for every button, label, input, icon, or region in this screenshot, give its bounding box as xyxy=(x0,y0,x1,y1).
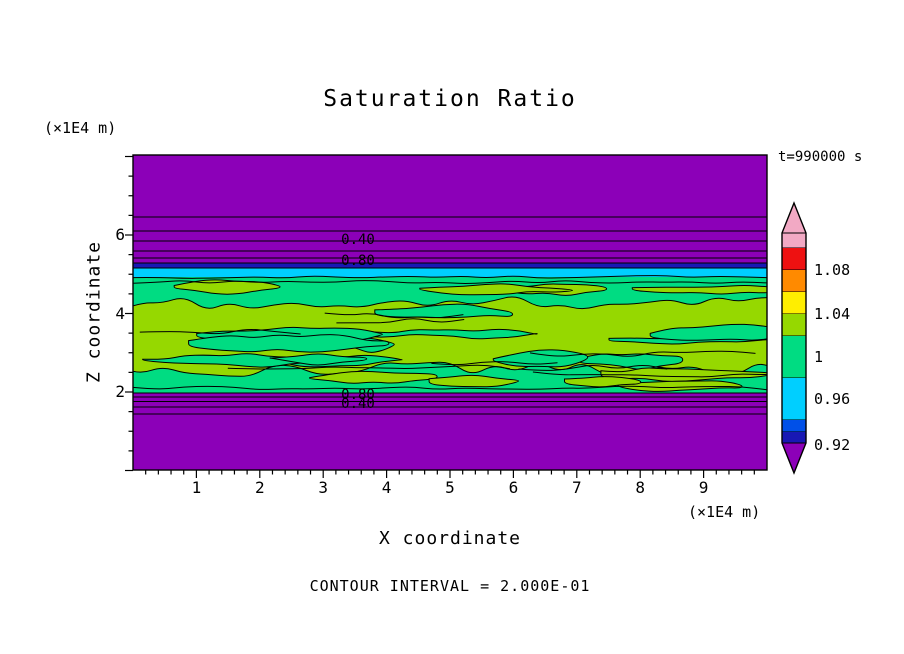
x-tick-label: 5 xyxy=(445,478,455,497)
x-tick-label: 7 xyxy=(571,478,582,497)
y-axis-units-label: (×1E4 m) xyxy=(44,119,117,137)
y-tick-label: 6 xyxy=(115,225,125,244)
colorbar-tick-label: 1.08 xyxy=(814,261,851,279)
chart-title: Saturation Ratio xyxy=(323,86,577,112)
colorbar-tick-label: 0.96 xyxy=(814,390,851,408)
contour-label-upper-080: 0.80 xyxy=(341,253,375,269)
colorbar-tick-label: 0.92 xyxy=(814,436,851,454)
time-annotation: t=990000 s xyxy=(778,149,863,165)
x-tick-label: 6 xyxy=(508,478,519,497)
y-tick-label: 4 xyxy=(115,303,125,323)
contour-label-lower-040: 0.40 xyxy=(341,396,375,412)
contour-label-upper-040: 0.40 xyxy=(341,232,375,248)
y-tick-label: 2 xyxy=(115,382,125,401)
contour-interval-annotation: CONTOUR INTERVAL = 2.000E-01 xyxy=(309,577,591,595)
colorbar-tick-label: 1 xyxy=(814,348,824,366)
x-axis-label: X coordinate xyxy=(378,528,522,549)
colorbar-tick-label: 1.04 xyxy=(814,305,851,323)
x-axis-units-label: (×1E4 m) xyxy=(688,503,761,521)
contour-label-lower-080: 0.80 xyxy=(341,387,375,403)
x-tick-label: 3 xyxy=(318,478,328,497)
x-tick-label: 1 xyxy=(191,478,202,497)
x-tick-label: 9 xyxy=(698,478,709,497)
x-tick-label: 2 xyxy=(254,478,265,497)
x-tick-label: 4 xyxy=(381,478,392,497)
x-tick-label: 8 xyxy=(635,478,645,497)
